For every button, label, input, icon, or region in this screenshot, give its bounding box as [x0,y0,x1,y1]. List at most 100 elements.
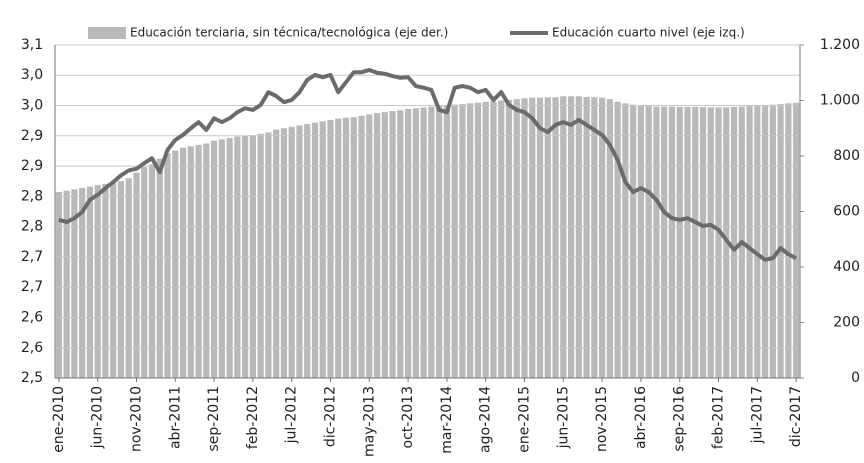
bar [482,101,489,378]
x-tick-label: oct-2013 [400,386,416,448]
bar [777,104,784,379]
bar [63,190,70,378]
bar [55,192,62,378]
x-tick-label: ene-2010 [51,386,67,453]
bar [707,107,714,378]
y-tick-label: 2,7 [21,279,43,295]
y2-tick-label: 600 [833,204,860,220]
bar [536,97,544,378]
x-tick-label: jul-2017 [749,386,765,444]
bar [614,101,621,378]
bar [110,182,117,378]
bar [459,104,466,379]
x-tick-label: sep-2016 [672,386,688,452]
bar [218,139,225,378]
bar [397,110,404,379]
y-tick-label: 2,5 [21,370,43,386]
legend-label: Educación cuarto nivel (eje izq.) [552,26,745,40]
x-tick-label: jul-2012 [284,386,300,444]
bar [467,103,474,379]
bar [203,143,210,378]
y-tick-label: 2,8 [21,219,43,235]
bar [793,102,800,378]
y-tick-label: 2,6 [21,309,43,325]
bar [513,99,520,379]
bar [327,119,334,379]
bar [583,96,590,378]
y-tick-label: 2,9 [21,158,43,174]
bar [552,97,559,379]
bar [715,107,722,378]
bar [699,107,707,378]
bar [311,122,319,378]
bar [529,97,536,378]
bar [102,183,109,378]
bar [436,106,443,379]
bar [761,105,769,378]
y-tick-label: 3,0 [21,67,43,83]
bar [389,111,396,379]
bar [94,185,101,378]
bar [754,105,761,379]
bar [746,106,753,379]
bar [71,189,78,378]
bar [381,112,388,378]
bar [769,104,776,378]
legend-label: Educación terciaria, sin técnica/tecnoló… [130,26,448,40]
bar [630,104,637,378]
y-tick-label: 2,9 [21,128,43,144]
x-tick-label: nov-2015 [594,386,610,452]
bar [148,164,156,378]
bar [195,144,202,378]
bar [684,106,691,378]
bar [606,99,613,379]
bar [79,187,86,378]
bar [668,106,676,378]
x-tick-label: mar-2014 [439,386,455,454]
bar [599,97,606,378]
bar [373,112,381,379]
bar [210,140,218,378]
x-tick-label: may-2013 [361,386,377,457]
bar [560,96,567,379]
bar [117,180,125,378]
bar [179,147,187,378]
x-tick-label: sep-2011 [206,386,222,451]
x-tick-label: feb-2012 [245,386,261,449]
bar [86,186,94,378]
x-tick-label: feb-2017 [711,386,727,449]
x-tick-label: abr-2011 [167,386,183,449]
bar [785,103,792,379]
bar [226,137,233,378]
y-tick-label: 2,8 [21,188,43,204]
bar [265,132,272,378]
bar [653,106,660,378]
bar [156,158,163,378]
bar [505,99,513,378]
bar [358,115,365,378]
bar [273,129,280,378]
y2-tick-label: 1.200 [820,37,860,53]
bar [567,96,575,379]
bar [521,98,528,378]
bar [280,128,288,378]
x-tick-label: abr-2016 [633,386,649,449]
bar [187,146,194,378]
bar [575,96,582,379]
bar [404,108,412,378]
bar [288,126,295,378]
bar [645,106,652,379]
bar [172,150,179,378]
bar [342,117,350,378]
x-tick-label: dic-2017 [788,386,804,447]
line [58,67,798,262]
y2-tick-label: 200 [833,315,860,331]
bar [451,104,458,378]
y-tick-label: 2,7 [21,249,43,265]
bar [296,125,303,378]
bar [676,106,683,378]
bar [304,124,311,379]
bar [141,167,148,378]
bar [133,172,140,378]
